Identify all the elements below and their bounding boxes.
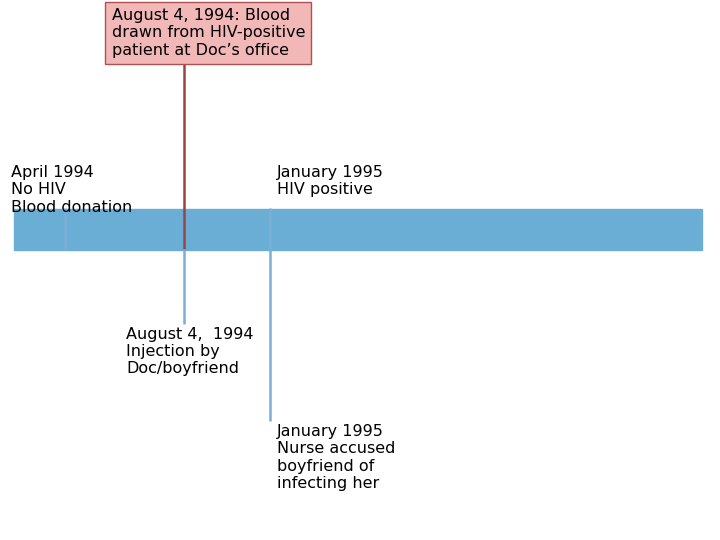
Text: August 4, 1994: Blood
drawn from HIV-positive
patient at Doc’s office: August 4, 1994: Blood drawn from HIV-pos… [112,8,305,58]
FancyBboxPatch shape [14,210,702,249]
Text: January 1995
Nurse accused
boyfriend of
infecting her: January 1995 Nurse accused boyfriend of … [277,424,395,491]
Text: January 1995
HIV positive: January 1995 HIV positive [277,165,384,197]
Text: August 4,  1994
Injection by
Doc/boyfriend: August 4, 1994 Injection by Doc/boyfrien… [126,327,253,376]
Text: April 1994
No HIV
Blood donation: April 1994 No HIV Blood donation [11,165,132,214]
